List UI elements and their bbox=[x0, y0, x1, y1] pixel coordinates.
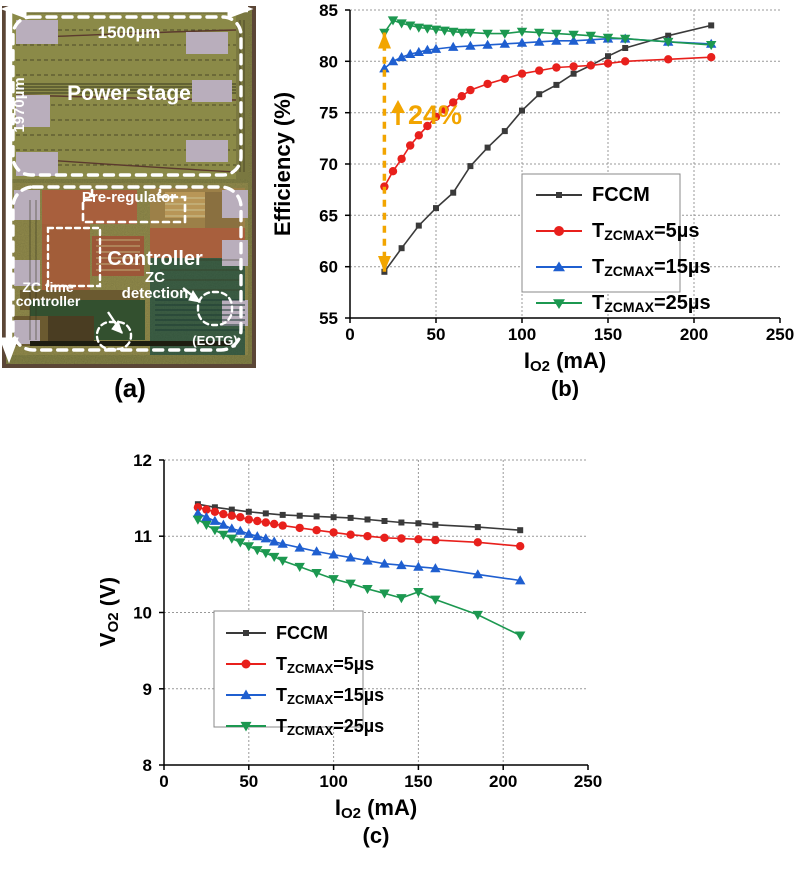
svg-text:Power stage: Power stage bbox=[67, 82, 191, 105]
svg-text:Controller: Controller bbox=[107, 248, 203, 270]
svg-text:80: 80 bbox=[319, 52, 338, 71]
svg-text:75: 75 bbox=[319, 104, 338, 123]
svg-text:1500µm: 1500µm bbox=[98, 23, 161, 42]
svg-text:8: 8 bbox=[143, 756, 152, 775]
svg-text:250: 250 bbox=[574, 772, 602, 791]
svg-text:50: 50 bbox=[427, 325, 446, 344]
svg-text:(c): (c) bbox=[363, 823, 390, 848]
svg-text:IO2 (mA): IO2 (mA) bbox=[335, 795, 417, 822]
svg-text:55: 55 bbox=[319, 309, 338, 328]
svg-text:(EOTG): (EOTG) bbox=[192, 333, 238, 348]
svg-text:11: 11 bbox=[134, 527, 152, 546]
svg-text:IO2 (mA): IO2 (mA) bbox=[524, 348, 606, 375]
svg-text:FCCM: FCCM bbox=[276, 623, 328, 643]
svg-text:200: 200 bbox=[489, 772, 517, 791]
svg-text:ZC: ZC bbox=[145, 269, 165, 286]
svg-text:250: 250 bbox=[766, 325, 794, 344]
svg-text:0: 0 bbox=[345, 325, 354, 344]
svg-text:(b): (b) bbox=[551, 376, 579, 400]
svg-text:detection: detection bbox=[122, 285, 189, 302]
svg-text:150: 150 bbox=[404, 772, 432, 791]
svg-text:TZCMAX=25µs: TZCMAX=25µs bbox=[592, 292, 711, 315]
svg-text:FCCM: FCCM bbox=[592, 184, 650, 206]
svg-text:85: 85 bbox=[319, 1, 338, 20]
svg-text:65: 65 bbox=[319, 206, 338, 225]
svg-text:9: 9 bbox=[143, 680, 152, 699]
svg-text:Efficiency (%): Efficiency (%) bbox=[270, 92, 295, 236]
svg-text:controller: controller bbox=[16, 293, 81, 309]
svg-text:100: 100 bbox=[319, 772, 347, 791]
svg-text:200: 200 bbox=[680, 325, 708, 344]
svg-text:10: 10 bbox=[133, 604, 152, 623]
svg-text:100: 100 bbox=[508, 325, 536, 344]
svg-text:60: 60 bbox=[319, 258, 338, 277]
svg-text:50: 50 bbox=[239, 772, 258, 791]
svg-text:0: 0 bbox=[159, 772, 168, 791]
svg-text:12: 12 bbox=[133, 451, 152, 470]
svg-text:70: 70 bbox=[319, 155, 338, 174]
svg-text:150: 150 bbox=[594, 325, 622, 344]
svg-text:24%: 24% bbox=[408, 100, 462, 130]
svg-text:VO2 (V): VO2 (V) bbox=[100, 577, 122, 647]
